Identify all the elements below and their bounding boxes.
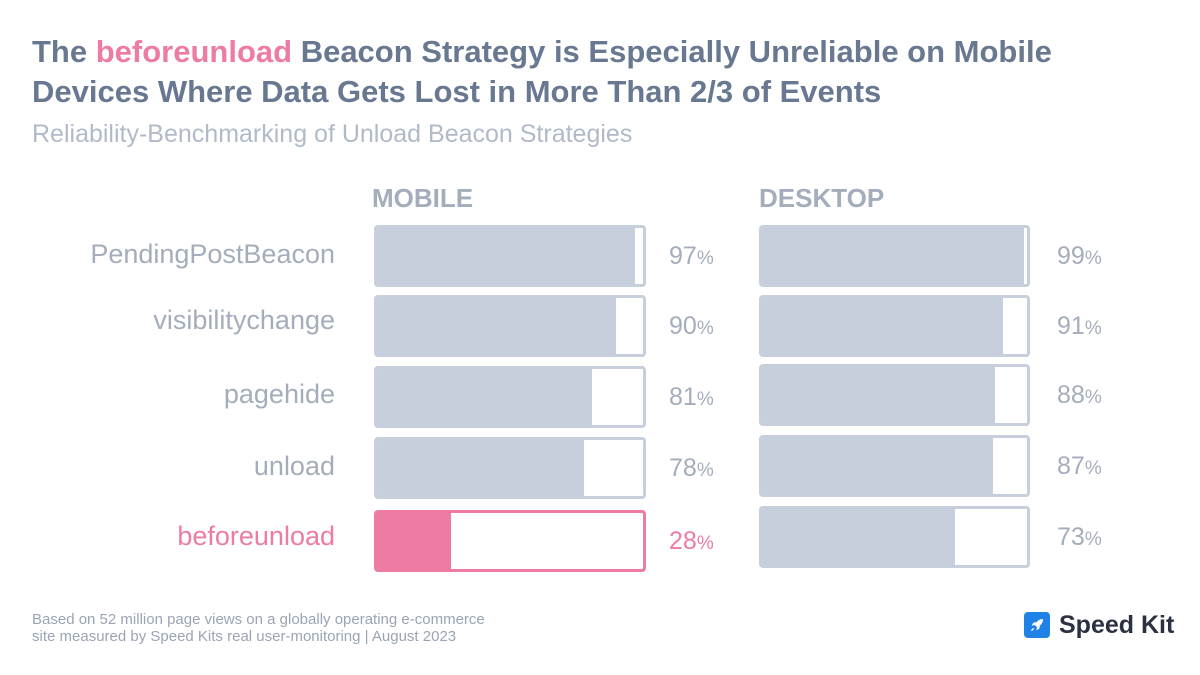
title-highlight: beforeunload xyxy=(95,34,293,69)
bar-fill xyxy=(377,228,635,284)
category-label: beforeunload xyxy=(177,521,335,551)
bar-fill xyxy=(762,228,1024,284)
bar-fill xyxy=(377,513,451,569)
bar xyxy=(759,225,1030,287)
data-label: 99% xyxy=(1057,242,1102,270)
chart-title: The beforeunload Beacon Strategy is Espe… xyxy=(32,34,1052,109)
bar xyxy=(374,295,646,357)
bar xyxy=(374,437,646,499)
series-title: DESKTOP xyxy=(759,183,885,213)
category-label: unload xyxy=(253,451,335,481)
bar-fill xyxy=(377,298,616,354)
bar xyxy=(374,510,646,572)
bar xyxy=(759,364,1030,426)
footnote-line: Based on 52 million page views on a glob… xyxy=(32,611,485,628)
bar xyxy=(374,366,646,428)
data-label: 73% xyxy=(1057,523,1102,551)
bar xyxy=(759,295,1030,357)
data-label: 87% xyxy=(1057,452,1102,480)
data-label: 88% xyxy=(1057,381,1102,409)
bar-fill xyxy=(762,298,1003,354)
data-label: 97% xyxy=(669,242,714,270)
bar-fill xyxy=(377,440,584,496)
series-title: MOBILE xyxy=(372,183,474,213)
rocket-icon xyxy=(1024,612,1050,638)
footnote-line: site measured by Speed Kits real user-mo… xyxy=(32,628,457,645)
category-label: PendingPostBeacon xyxy=(90,239,335,269)
category-label: pagehide xyxy=(223,379,335,409)
footnote: Based on 52 million page views on a glob… xyxy=(32,611,632,645)
bar xyxy=(374,225,646,287)
bar-fill xyxy=(762,367,995,423)
bar xyxy=(759,506,1030,568)
data-label: 28% xyxy=(669,527,714,555)
data-label: 81% xyxy=(669,383,714,411)
bar-fill xyxy=(377,369,592,425)
data-label: 91% xyxy=(1057,312,1102,340)
category-label: visibilitychange xyxy=(153,305,335,335)
brand-logo: Speed Kit xyxy=(1024,610,1174,640)
data-label: 90% xyxy=(669,312,714,340)
bar-fill xyxy=(762,509,955,565)
brand-name: Speed Kit xyxy=(1059,611,1175,639)
data-label: 78% xyxy=(669,454,714,482)
bar-fill xyxy=(762,438,993,494)
bar xyxy=(759,435,1030,497)
chart-subtitle: Reliability-Benchmarking of Unload Beaco… xyxy=(32,120,633,148)
